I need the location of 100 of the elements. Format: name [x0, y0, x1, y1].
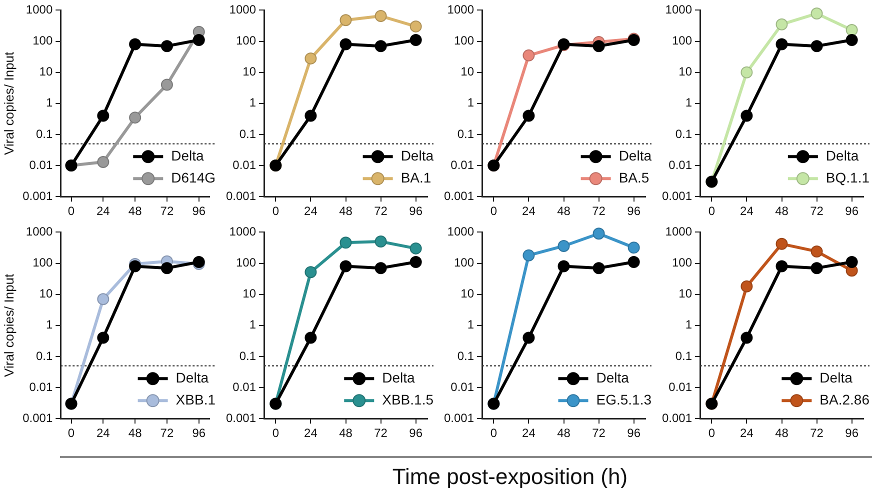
y-tick-label: 1000	[26, 2, 53, 17]
point	[592, 228, 605, 240]
x-tick-label: 72	[374, 426, 388, 440]
x-tick-label: 48	[775, 426, 789, 440]
point	[776, 260, 788, 272]
y-tick-label: 0.001	[226, 188, 256, 203]
point	[410, 242, 422, 254]
y-tick-label: 10	[242, 286, 256, 301]
point	[129, 112, 142, 124]
x-tick-label: 96	[192, 204, 206, 218]
point	[304, 266, 317, 278]
point	[592, 262, 605, 274]
y-tick-label: 100	[32, 34, 53, 48]
point	[97, 293, 110, 306]
x-tick-label: 72	[160, 426, 174, 440]
y-tick-label: 0.1	[36, 126, 53, 141]
y-tick-label: 0.001	[22, 188, 53, 203]
point	[304, 110, 317, 122]
y-tick-label: 0.1	[239, 126, 256, 141]
point	[522, 332, 535, 344]
x-tick-label: 0	[68, 204, 75, 218]
point	[810, 8, 823, 20]
x-tick-label: 48	[339, 426, 353, 440]
y-tick-label: 10	[39, 64, 53, 79]
y-tick-label: 1000	[665, 2, 692, 17]
x-tick-label: 72	[374, 204, 388, 218]
legend-label: XBB.1.5	[382, 391, 434, 408]
point	[592, 40, 605, 52]
y-tick-label: 0.1	[239, 348, 256, 363]
y-tick-label: 10	[678, 64, 692, 79]
x-tick-label: 0	[272, 204, 280, 218]
y-tick-label: 0.01	[450, 380, 474, 394]
legend-label: BQ.1.1	[826, 169, 870, 186]
x-tick-label: 24	[740, 426, 754, 440]
x-tick-label: 48	[557, 204, 571, 218]
point	[846, 24, 858, 36]
x-tick-label: 0	[490, 426, 498, 440]
point	[522, 110, 535, 122]
y-tick-label: 100	[454, 256, 474, 270]
point	[340, 260, 352, 272]
y-tick-label: 0.001	[444, 410, 474, 425]
x-tick-label: 48	[128, 204, 142, 218]
x-tick-label: 24	[740, 204, 754, 218]
point	[304, 332, 317, 344]
y-axis-title: Viral copies/ Input	[1, 273, 16, 377]
legend-label: EG.5.1.3	[596, 391, 652, 408]
point	[776, 238, 788, 250]
point	[740, 66, 753, 78]
point	[522, 249, 535, 262]
point	[160, 262, 173, 274]
point	[810, 40, 823, 52]
point	[410, 20, 422, 32]
point	[740, 110, 753, 122]
x-tick-label: 96	[627, 426, 641, 440]
point	[97, 110, 110, 122]
point	[740, 332, 753, 344]
point	[810, 245, 823, 258]
x-tick-label: 24	[96, 204, 110, 218]
y-tick-label: 0.01	[232, 158, 256, 172]
point	[129, 38, 142, 50]
y-tick-label: 0.01	[232, 380, 256, 394]
point	[304, 52, 317, 64]
x-tick-label: 72	[810, 204, 824, 218]
point	[340, 236, 352, 249]
point	[160, 78, 173, 91]
point	[558, 260, 570, 272]
point	[410, 34, 422, 46]
x-tick-label: 72	[810, 426, 824, 440]
y-tick-label: 10	[242, 64, 256, 79]
point	[160, 40, 173, 52]
point	[129, 260, 142, 272]
x-tick-label: 24	[304, 426, 318, 440]
y-tick-label: 10	[460, 64, 474, 79]
legend-label: XBB.1	[176, 391, 216, 408]
y-tick-label: 0.01	[668, 158, 692, 172]
point	[374, 262, 387, 274]
y-tick-label: 0.1	[36, 348, 53, 363]
x-tick-label: 48	[557, 426, 571, 440]
point	[810, 262, 823, 274]
y-tick-label: 0.001	[662, 188, 692, 203]
y-tick-label: 10	[39, 286, 53, 301]
point	[776, 38, 788, 50]
point	[740, 280, 753, 292]
x-tick-label: 72	[592, 204, 606, 218]
y-tick-label: 100	[672, 34, 692, 48]
point	[374, 10, 387, 22]
legend-label: Delta	[171, 147, 204, 164]
x-tick-label: 72	[592, 426, 606, 440]
y-tick-label: 0.1	[457, 126, 474, 141]
x-tick-label: 24	[522, 426, 536, 440]
y-axis-title: Viral copies/ Input	[1, 51, 16, 155]
legend-label: BA.1	[400, 169, 432, 186]
y-tick-label: 0.01	[29, 380, 53, 394]
legend-label: Delta	[596, 369, 630, 386]
y-tick-label: 100	[672, 256, 692, 270]
x-tick-label: 96	[409, 426, 423, 440]
point	[522, 49, 535, 62]
x-tick-label: 24	[522, 204, 536, 218]
legend-label: Delta	[826, 147, 859, 164]
legend-label: Delta	[820, 369, 853, 386]
